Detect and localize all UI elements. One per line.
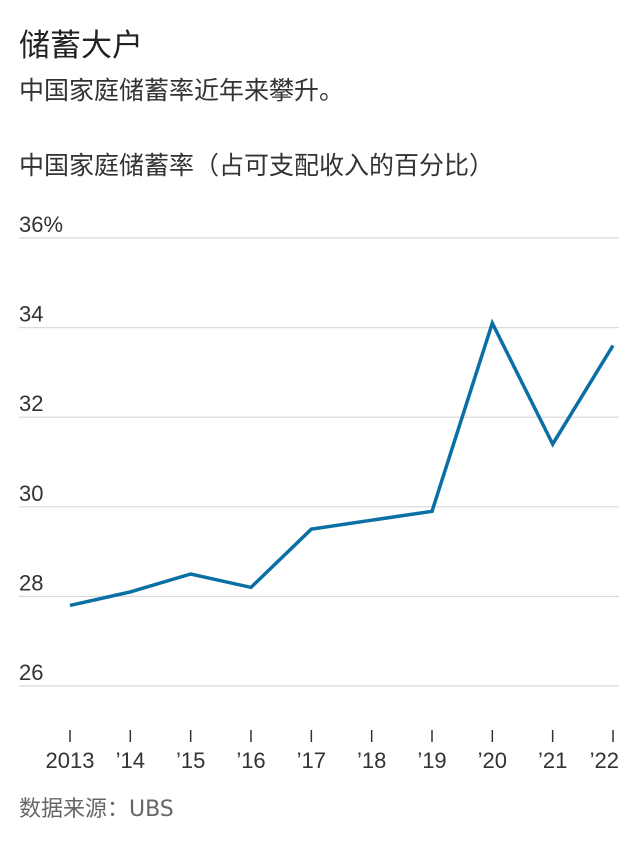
x-tick-label: ’22 xyxy=(590,748,619,773)
y-tick-label: 30 xyxy=(19,481,43,506)
x-tick-label: ’20 xyxy=(478,748,507,773)
source-note: 数据来源：UBS xyxy=(19,797,174,822)
headline: 储蓄大户 xyxy=(19,28,143,64)
series-group xyxy=(69,318,615,608)
y-tick-label: 34 xyxy=(19,302,43,327)
x-tick-label: 2013 xyxy=(46,748,95,773)
y-tick-label: 26 xyxy=(19,660,43,685)
x-tick-label: ’21 xyxy=(538,748,567,773)
dek: 中国家庭储蓄率近年来攀升。 xyxy=(19,76,345,105)
x-axis-ticks xyxy=(69,730,614,742)
chart-title: 中国家庭储蓄率（占可支配收入的百分比） xyxy=(19,151,495,180)
y-tick-label: 36% xyxy=(19,212,63,237)
x-tick-label: ’17 xyxy=(297,748,326,773)
gridlines xyxy=(19,237,619,687)
y-tick-label: 32 xyxy=(19,391,43,416)
x-tick-label: ’15 xyxy=(176,748,205,773)
y-tick-label: 28 xyxy=(19,570,43,595)
y-axis-labels: 26 28 30 32 34 36% xyxy=(19,212,63,685)
x-tick-label: ’19 xyxy=(417,748,446,773)
x-tick-label: ’16 xyxy=(236,748,265,773)
x-tick-label: ’18 xyxy=(357,748,386,773)
series-line xyxy=(69,318,615,608)
x-axis-labels: 2013 ’14 ’15 ’16 ’17 ’18 ’19 ’20 ’21 ’22 xyxy=(46,748,619,773)
x-tick-label: ’14 xyxy=(116,748,145,773)
